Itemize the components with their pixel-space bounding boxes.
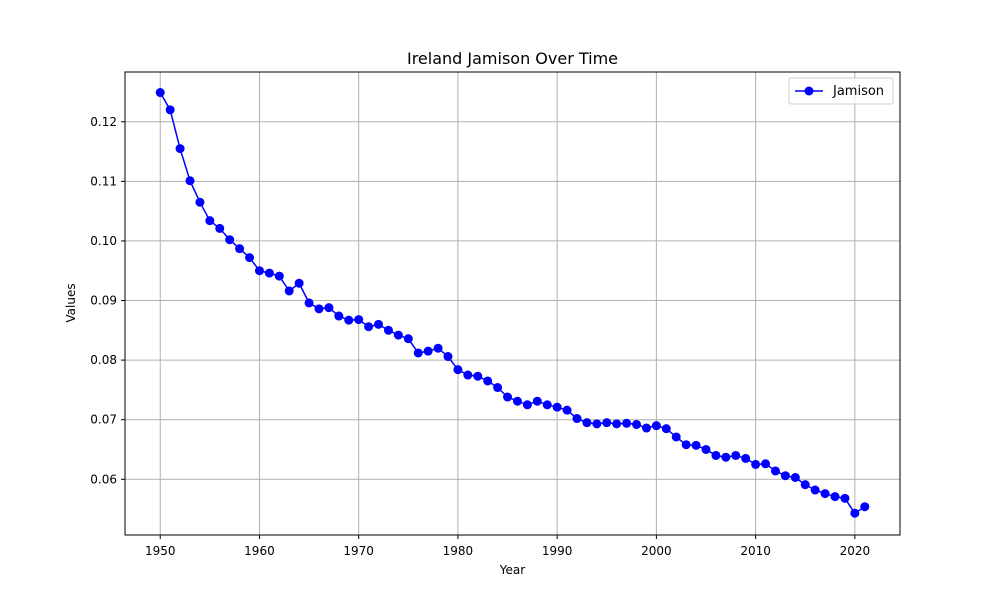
data-point-1955	[205, 216, 215, 226]
data-point-2012	[770, 466, 780, 476]
y-tick-label: 0.11	[90, 174, 117, 188]
data-point-1971	[364, 322, 374, 332]
data-point-1966	[314, 304, 324, 314]
data-point-2021	[860, 502, 870, 512]
x-tick-label: 2010	[740, 544, 771, 558]
y-tick-label: 0.08	[90, 353, 117, 367]
data-point-1975	[403, 334, 413, 344]
y-tick-label: 0.06	[90, 472, 117, 486]
data-point-1996	[612, 419, 622, 429]
data-point-1957	[225, 235, 235, 245]
data-point-1959	[245, 253, 255, 263]
x-tick-label: 2000	[641, 544, 672, 558]
x-tick-label: 1970	[343, 544, 374, 558]
data-point-2008	[731, 450, 741, 460]
y-tick-label: 0.07	[90, 413, 117, 427]
y-tick-label: 0.12	[90, 115, 117, 129]
x-tick-label: 2020	[840, 544, 871, 558]
data-point-1970	[354, 315, 364, 325]
y-tick-label: 0.09	[90, 294, 117, 308]
data-point-2020	[850, 508, 860, 518]
data-point-1991	[562, 405, 572, 415]
data-point-1964	[294, 278, 304, 288]
data-point-2013	[780, 471, 790, 481]
legend-box	[788, 77, 894, 105]
series-layer	[155, 88, 870, 518]
data-point-1967	[324, 303, 334, 313]
data-point-2000	[651, 421, 661, 431]
data-point-1958	[235, 244, 245, 254]
data-point-1974	[393, 330, 403, 340]
data-point-1982	[473, 371, 483, 381]
data-point-1981	[463, 370, 473, 380]
legend: Jamison	[788, 77, 894, 105]
data-point-2018	[830, 492, 840, 502]
data-point-1961	[264, 268, 274, 278]
data-point-2005	[701, 444, 711, 454]
data-point-2019	[840, 493, 850, 503]
data-point-1977	[423, 346, 433, 356]
x-tick-label: 1990	[542, 544, 573, 558]
data-point-1979	[443, 352, 453, 362]
legend-marker-swatch	[804, 86, 814, 96]
x-tick-label: 1950	[145, 544, 176, 558]
data-point-1963	[284, 286, 294, 296]
x-tick-label: 1980	[443, 544, 474, 558]
data-point-1954	[195, 197, 205, 207]
data-point-1998	[632, 419, 642, 429]
data-point-2001	[661, 424, 671, 434]
y-tick-label: 0.10	[90, 234, 117, 248]
data-point-2009	[741, 453, 751, 463]
legend-label-jamison: Jamison	[832, 84, 884, 99]
data-point-1987	[522, 400, 532, 410]
axis-ticks: 1950 1960 1970 1980 1990 2000 2010 2020 0.06 0.07…	[90, 115, 870, 558]
data-point-2003	[681, 440, 691, 450]
data-point-1989	[542, 400, 552, 410]
data-point-1997	[622, 418, 632, 428]
data-point-2014	[790, 473, 800, 482]
plot-frame	[124, 71, 901, 536]
data-point-2011	[761, 459, 771, 469]
chart-title: Ireland Jamison Over Time	[407, 49, 618, 68]
grid	[125, 72, 900, 535]
data-point-1990	[552, 402, 562, 412]
data-point-1984	[493, 383, 503, 393]
data-point-1978	[433, 343, 443, 353]
data-point-1983	[483, 376, 493, 386]
data-point-2010	[751, 459, 761, 469]
data-point-1956	[215, 223, 225, 233]
data-point-1962	[274, 271, 284, 281]
data-point-2015	[800, 480, 810, 490]
data-point-1994	[592, 419, 602, 429]
data-point-1988	[532, 396, 542, 406]
data-point-1960	[254, 266, 264, 276]
data-point-2004	[691, 440, 701, 450]
data-point-2006	[711, 450, 721, 460]
data-point-2002	[671, 432, 681, 442]
data-point-2016	[810, 485, 820, 495]
data-point-1980	[453, 365, 463, 375]
y-axis-label: Values	[64, 283, 78, 322]
data-point-1968	[334, 311, 344, 321]
data-point-1952	[175, 144, 185, 154]
data-point-2007	[721, 452, 731, 462]
data-point-1973	[383, 325, 393, 335]
data-point-1993	[582, 418, 592, 428]
data-point-1953	[185, 176, 195, 186]
data-point-2017	[820, 489, 830, 499]
data-point-1999	[641, 423, 651, 433]
data-point-1992	[572, 414, 582, 424]
x-axis-label: Year	[499, 563, 525, 577]
data-point-1972	[374, 319, 384, 329]
data-point-1969	[344, 315, 354, 325]
data-point-1995	[602, 418, 612, 428]
data-point-1965	[304, 298, 314, 308]
data-point-1950	[155, 88, 165, 98]
data-point-1985	[503, 392, 513, 402]
data-point-1951	[165, 105, 175, 115]
x-tick-label: 1960	[244, 544, 275, 558]
data-point-1986	[512, 396, 522, 406]
data-point-1976	[413, 348, 423, 358]
